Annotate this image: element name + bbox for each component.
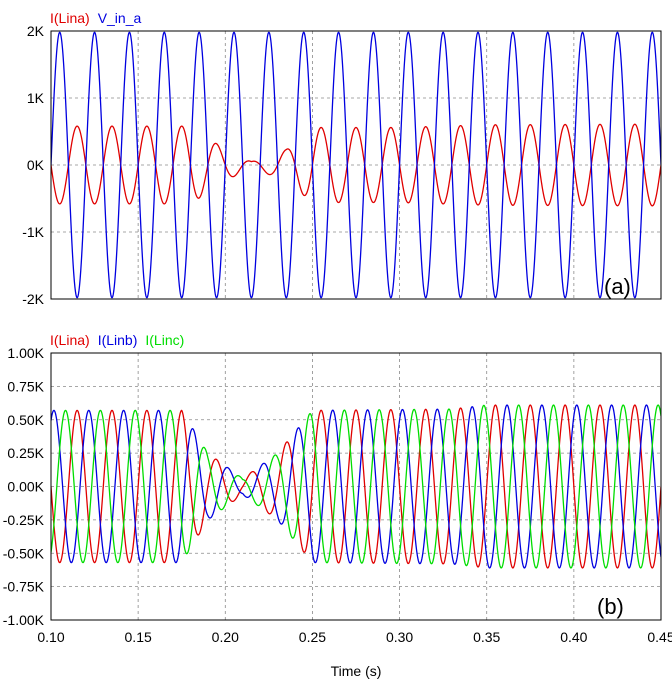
- legend: I(Lina) I(Linb) I(Linc): [50, 332, 184, 348]
- series-line-v-in-a: [51, 31, 661, 299]
- series-line-i-linc: [51, 404, 661, 569]
- y-tick-label: -2K: [22, 291, 44, 307]
- y-tick-label: 0.25K: [7, 445, 44, 461]
- y-tick-label: -0.75K: [3, 579, 45, 595]
- x-tick-label: 0.45: [647, 629, 672, 645]
- y-tick-label: -1.00K: [3, 612, 45, 628]
- y-tick-label: 0K: [27, 157, 45, 173]
- x-tick-label: 0.40: [560, 629, 587, 645]
- series-line-i-lina: [51, 123, 661, 207]
- x-tick-label: 0.15: [125, 629, 152, 645]
- x-tick-label: 0.35: [473, 629, 500, 645]
- y-tick-label: 0.00K: [7, 479, 44, 495]
- y-tick-label: -0.50K: [3, 545, 45, 561]
- legend-entry: I(Lina): [50, 332, 90, 348]
- x-tick-label: 0.25: [299, 629, 326, 645]
- legend-entry: I(Linb): [98, 332, 138, 348]
- y-tick-label: 0.75K: [7, 378, 44, 394]
- x-tick-label: 0.20: [212, 629, 239, 645]
- x-tick-label: 0.10: [37, 629, 64, 645]
- y-tick-label: 2K: [27, 23, 45, 39]
- y-tick-label: 1K: [27, 90, 45, 106]
- panel-label: (a): [604, 274, 631, 299]
- x-tick-label: 0.30: [386, 629, 413, 645]
- legend-entry: I(Lina): [50, 10, 90, 26]
- x-axis-label: Time (s): [331, 663, 382, 679]
- legend-entry: I(Linc): [145, 332, 184, 348]
- y-tick-label: 1.00K: [7, 345, 44, 361]
- panel-a: 2K 1K 0K -1K -2K I(Lina) V_in_a (a): [22, 10, 662, 307]
- plot-frame: [50, 30, 662, 300]
- plot-frame: [50, 352, 662, 621]
- panel-label: (b): [597, 594, 624, 619]
- panel-b: 1.00K 0.75K 0.50K 0.25K 0.00K -0.25K -0.50K -0.…: [3, 332, 672, 679]
- legend: I(Lina) V_in_a: [50, 10, 141, 26]
- y-tick-label: 0.50K: [7, 412, 44, 428]
- legend-entry: V_in_a: [98, 10, 142, 26]
- y-tick-label: -1K: [22, 224, 44, 240]
- y-tick-label: -0.25K: [3, 512, 45, 528]
